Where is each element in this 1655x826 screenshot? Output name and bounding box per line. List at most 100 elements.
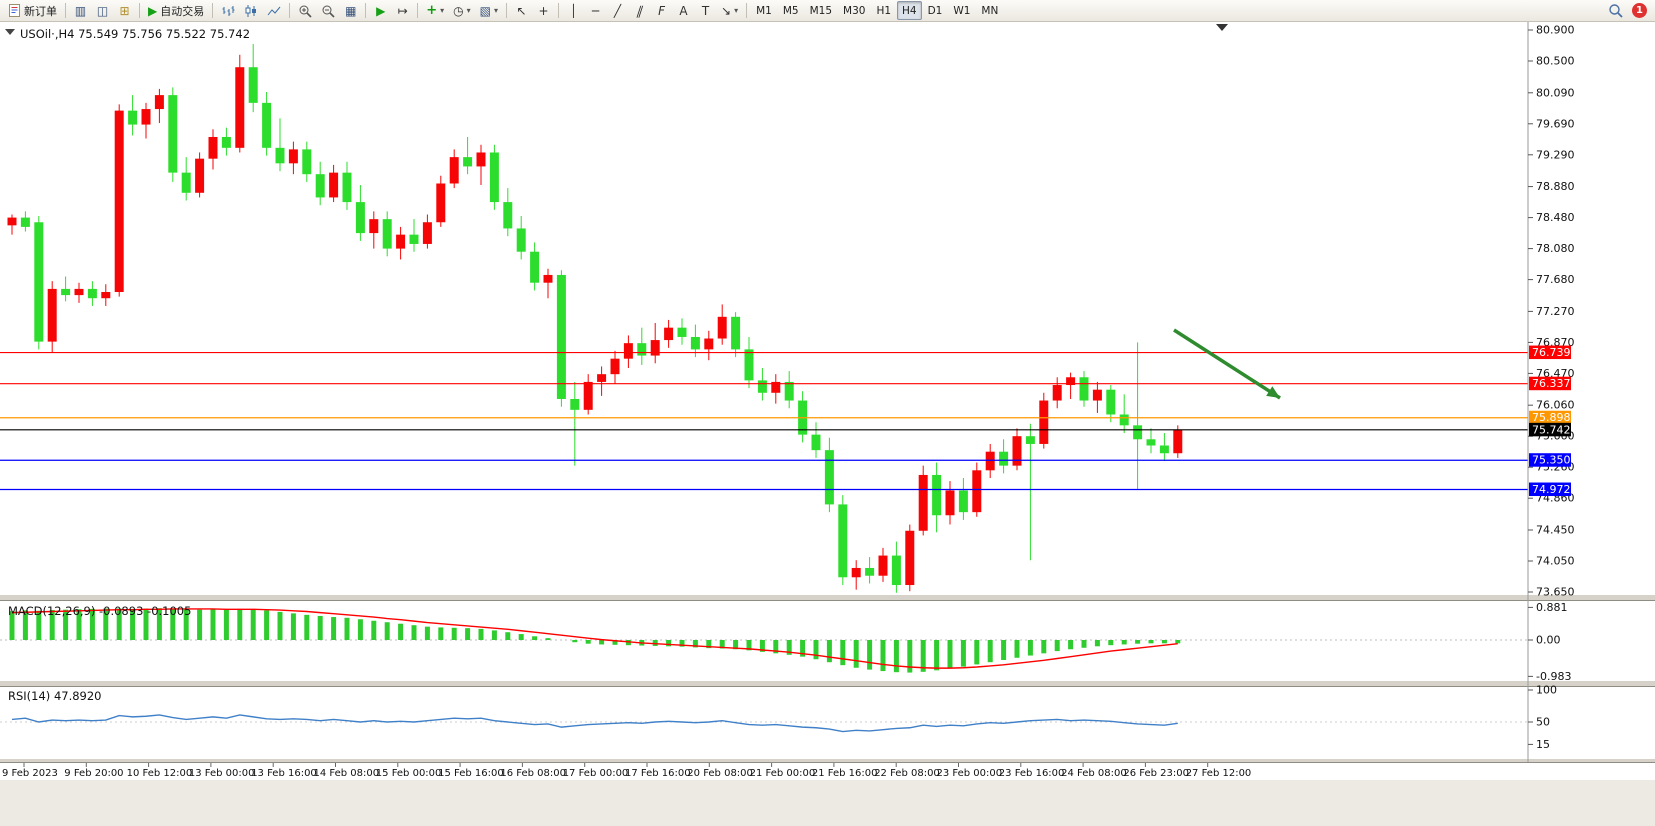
label-tool-button[interactable]: T <box>695 1 716 20</box>
one-click-trading-toggle[interactable] <box>5 29 15 35</box>
metaeditor-button[interactable]: ⊞ <box>114 1 135 20</box>
svg-text:75.350: 75.350 <box>1532 454 1571 467</box>
candle <box>47 281 57 353</box>
candle <box>744 336 754 389</box>
candlestick-mode-button[interactable] <box>240 1 262 20</box>
rsi-tick-label: 50 <box>1536 716 1550 729</box>
price-tick-label: 73.650 <box>1536 585 1575 598</box>
search-button[interactable] <box>1604 1 1627 20</box>
time-label: 13 Feb 16:00 <box>251 768 317 779</box>
zoom-out-button[interactable] <box>317 1 339 20</box>
candle <box>221 127 231 156</box>
time-label: 26 Feb 23:00 <box>1123 768 1189 779</box>
candle <box>945 481 955 525</box>
channel-icon: ∥ <box>634 3 645 18</box>
candle <box>1066 372 1076 399</box>
window-bottom-strip <box>0 780 1655 826</box>
candle <box>20 211 30 232</box>
svg-text:75.898: 75.898 <box>1532 411 1571 424</box>
charts-button[interactable]: ▥ <box>70 1 91 20</box>
candle <box>610 350 620 384</box>
channel-tool-button[interactable]: ∥ <box>629 1 650 20</box>
bar-chart-mode-button[interactable] <box>217 1 239 20</box>
trend-arrow[interactable] <box>1173 328 1281 400</box>
timeframe-h4-button[interactable]: H4 <box>897 1 922 20</box>
timeframe-h1-button[interactable]: H1 <box>871 1 896 20</box>
candle <box>61 276 71 302</box>
line-chart-mode-button[interactable] <box>263 1 285 20</box>
chart-canvas[interactable]: 80.900 80.500 80.090 79.690 79.290 78.880 78.4… <box>0 22 1655 826</box>
periods-button[interactable]: ◷ ▾ <box>449 1 475 20</box>
candle <box>878 547 888 582</box>
candle <box>262 92 272 156</box>
price-axis-layer[interactable]: 80.900 80.500 80.090 79.690 79.290 78.880 78.4… <box>1528 24 1575 751</box>
add-indicator-icon: + <box>426 3 438 18</box>
templates-button[interactable]: ▧ ▾ <box>476 1 502 20</box>
pane-splitter[interactable] <box>0 680 1655 687</box>
price-tick-label: 76.470 <box>1536 367 1575 380</box>
macd-layer <box>0 608 1528 673</box>
fibonacci-icon: F <box>658 3 665 18</box>
candle <box>315 161 325 206</box>
candle <box>275 118 285 172</box>
pane-splitter[interactable] <box>0 758 1655 763</box>
time-label: 15 Feb 00:00 <box>376 768 442 779</box>
tile-windows-button[interactable]: ▦ <box>340 1 361 20</box>
candle <box>985 443 995 479</box>
candle <box>449 149 459 189</box>
notification-badge[interactable]: 1 <box>1632 3 1647 18</box>
candle <box>999 439 1009 474</box>
candle <box>905 524 915 592</box>
time-label: 22 Feb 08:00 <box>874 768 940 779</box>
text-tool-button[interactable]: A <box>673 1 694 20</box>
trendline-icon: ╱ <box>613 3 622 18</box>
new-order-label: 新订单 <box>24 4 57 18</box>
candle <box>436 175 446 227</box>
fibonacci-tool-button[interactable]: F <box>651 1 672 20</box>
timeframe-m15-button[interactable]: M15 <box>805 1 837 20</box>
autotrading-play-icon: ▶ <box>148 3 158 18</box>
autotrading-button[interactable]: ▶ 自动交易 <box>144 1 208 20</box>
price-tick-label: 74.450 <box>1536 523 1575 536</box>
chart-shift-button[interactable]: ↦ <box>392 1 413 20</box>
candle <box>1159 433 1169 461</box>
macd-tick-label: 0.881 <box>1536 601 1568 614</box>
dropdown-caret-icon: ▾ <box>466 5 471 15</box>
vertical-line-tool-button[interactable]: │ <box>563 1 584 20</box>
terminal-button[interactable]: ◫ <box>92 1 113 20</box>
horizontal-line-tool-button[interactable]: ─ <box>585 1 606 20</box>
zoom-in-button[interactable] <box>294 1 316 20</box>
text-icon: A <box>679 3 688 18</box>
price-tick-label: 77.270 <box>1536 305 1575 318</box>
timeframe-m1-button[interactable]: M1 <box>751 1 777 20</box>
timeframe-m30-button[interactable]: M30 <box>838 1 870 20</box>
arrows-tool-button[interactable]: ↘ ▾ <box>717 1 742 20</box>
timeframe-m5-button[interactable]: M5 <box>778 1 804 20</box>
new-order-button[interactable]: 新订单 <box>4 1 61 20</box>
svg-text:76.739: 76.739 <box>1532 346 1571 359</box>
time-label: 17 Feb 16:00 <box>625 768 691 779</box>
trendline-tool-button[interactable]: ╱ <box>607 1 628 20</box>
line-chart-icon <box>267 6 281 15</box>
time-label: 13 Feb 00:00 <box>189 768 255 779</box>
indicators-button[interactable]: + ▾ <box>422 1 448 20</box>
cursor-icon: ↖ <box>516 3 527 18</box>
candle <box>583 374 593 415</box>
timeframe-w1-button[interactable]: W1 <box>948 1 975 20</box>
candle <box>128 95 138 136</box>
time-label: 24 Feb 08:00 <box>1061 768 1127 779</box>
chart-shift-marker[interactable] <box>1216 24 1228 31</box>
pane-splitter[interactable] <box>0 594 1655 601</box>
crosshair-tool-button[interactable]: + <box>533 1 554 20</box>
time-label: 27 Feb 12:00 <box>1186 768 1252 779</box>
cursor-tool-button[interactable]: ↖ <box>511 1 532 20</box>
candle <box>1025 423 1035 561</box>
toolbar-separator <box>365 3 367 18</box>
timeframe-mn-button[interactable]: MN <box>976 1 1003 20</box>
timeframe-d1-button[interactable]: D1 <box>923 1 948 20</box>
auto-scroll-button[interactable]: ▶ <box>370 1 391 20</box>
candle <box>1173 425 1183 458</box>
candle <box>409 219 419 252</box>
time-label: 23 Feb 00:00 <box>937 768 1003 779</box>
